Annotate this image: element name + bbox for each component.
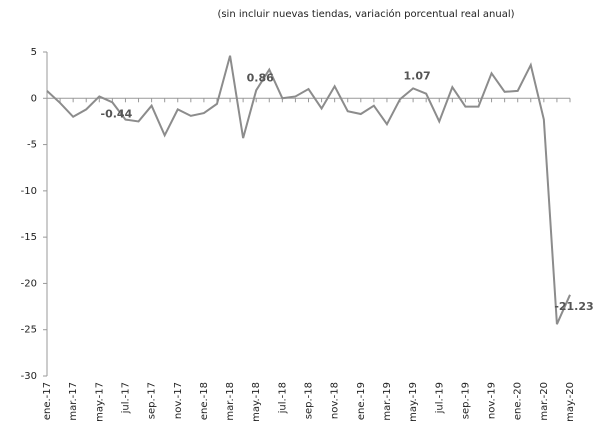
x-tick-label: nov.-17 (173, 382, 184, 419)
x-tick-label: jul.-19 (434, 382, 445, 414)
x-tick-label: sep.-18 (304, 382, 315, 419)
x-tick-label: jul.-17 (120, 382, 131, 414)
chart-subtitle: (sin incluir nuevas tiendas, variación p… (217, 8, 514, 20)
x-tick-label: ene.-20 (513, 382, 524, 420)
y-tick-label: -20 (21, 278, 37, 289)
data-label: 0.86 (247, 71, 274, 84)
x-tick-label: may.-17 (94, 382, 105, 422)
data-label: -21.23 (554, 300, 593, 313)
x-tick-label: sep.-17 (147, 382, 158, 419)
y-tick-label: 5 (31, 47, 37, 58)
y-tick-label: -15 (21, 232, 37, 243)
series-line (46, 55, 571, 325)
x-tick-label: ene.-17 (42, 382, 53, 420)
y-tick-label: -25 (21, 325, 37, 336)
x-tick-label: mar.-18 (225, 382, 236, 421)
x-tick-label: sep.-19 (460, 382, 471, 419)
y-tick-label: 0 (31, 93, 37, 104)
y-tick-label: -10 (21, 186, 37, 197)
x-tick-label: mar.-17 (68, 382, 79, 421)
x-tick-label: may.-19 (408, 382, 419, 422)
data-label: 1.07 (404, 69, 431, 82)
y-tick-label: -30 (21, 371, 37, 382)
x-tick-label: nov.-19 (487, 382, 498, 419)
x-tick-label: mar.-19 (382, 382, 393, 421)
x-tick-label: ene.-18 (199, 382, 210, 420)
x-tick-label: may.-18 (251, 382, 262, 422)
data-label: -0.44 (101, 107, 133, 120)
x-tick-label: nov.-18 (330, 382, 341, 419)
y-tick-label: -5 (27, 140, 37, 151)
x-tick-label: mar.-20 (539, 382, 550, 421)
x-tick-label: may.-20 (565, 382, 576, 422)
x-tick-label: ene.-19 (356, 382, 367, 420)
x-tick-label: jul.-18 (277, 382, 288, 414)
